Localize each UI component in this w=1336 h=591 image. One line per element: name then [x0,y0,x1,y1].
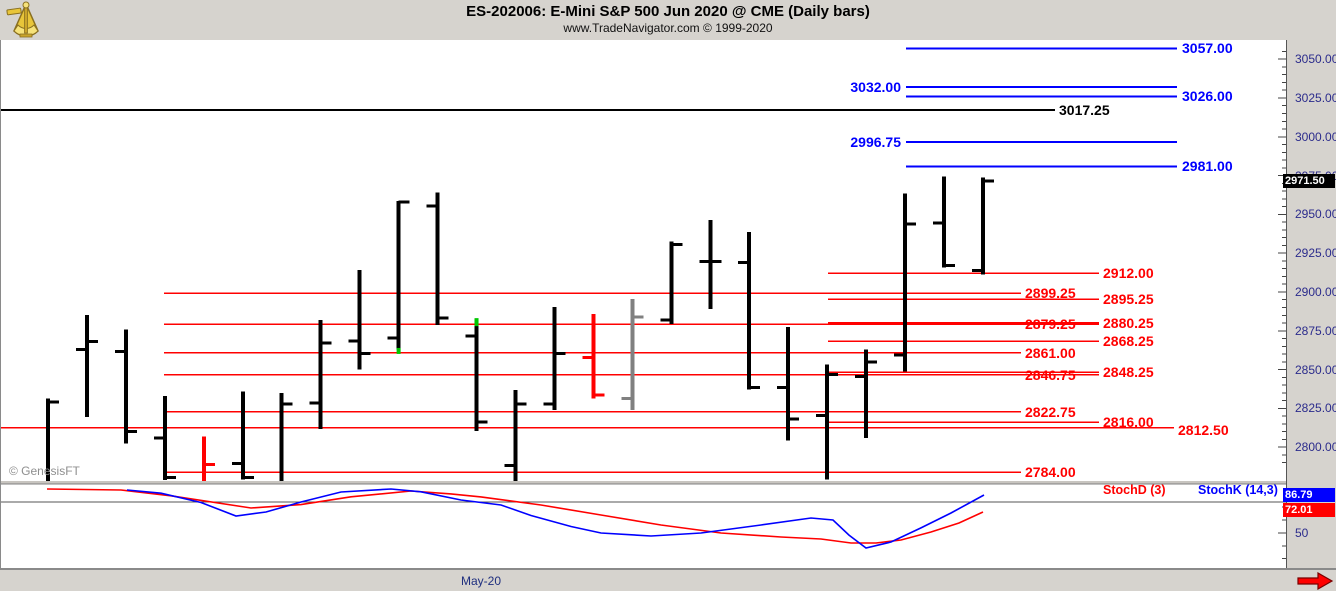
red-level-label: 2822.75 [1025,403,1076,420]
chart-header: ES-202006: E-Mini S&P 500 Jun 2020 @ CME… [0,0,1336,41]
chart-subtitle: www.TradeNavigator.com © 1999-2020 [563,21,773,35]
red-level-label: 2912.00 [1103,265,1154,282]
stochk-value-badge: 86.79 [1283,488,1335,502]
price-axis-label: 2800.00 [1295,440,1336,455]
scroll-right-arrow-button[interactable] [1297,572,1334,590]
stochd-legend-label[interactable]: StochD (3) [1103,483,1166,497]
red-level-label: 2880.25 [1103,314,1154,331]
green-high-mark [474,318,479,327]
price-axis-label: 3025.00 [1295,90,1336,105]
stochk-line [126,488,985,549]
red-level-label: 2861.00 [1025,344,1076,361]
chart-canvas[interactable] [1,40,1286,568]
chart-title: ES-202006: E-Mini S&P 500 Jun 2020 @ CME… [466,3,870,20]
price-axis-label: 2875.00 [1295,323,1336,338]
date-axis[interactable]: May-20 [0,568,1336,591]
red-level-label: 2899.25 [1025,285,1076,302]
price-axis-label: 2825.00 [1295,401,1336,416]
stochk-legend-label[interactable]: StochK (14,3) [1198,483,1278,497]
genesis-watermark: © GenesisFT [9,464,80,478]
red-level-label: 2846.75 [1025,366,1076,383]
red-level-label: 2868.25 [1103,333,1154,350]
red-level-label: 2895.25 [1103,291,1154,308]
red-level-label: 2879.25 [1025,316,1076,333]
blue-level-label: 3032.00 [850,79,901,96]
price-axis-label: 3050.00 [1295,52,1336,67]
price-axis-label: 2850.00 [1295,362,1336,377]
blue-level-label: 2996.75 [850,133,901,150]
price-axis[interactable]: 3050.003025.003000.002975.002950.002925.… [1283,40,1336,568]
panel-divider [1,481,1286,484]
blue-level-label: 3057.00 [1182,40,1233,57]
stoch-50-label: 50 [1295,526,1309,540]
red-level-label: 2784.00 [1025,464,1076,480]
date-label: May-20 [461,574,502,588]
blue-level-label: 2981.00 [1182,158,1233,175]
green-level-mark [396,347,401,354]
black-level-label: 3017.25 [1059,102,1110,118]
sextant-logo-icon [6,1,39,38]
last-price-badge: 2971.50 [1283,174,1335,188]
stochd-value-badge: 72.01 [1283,503,1335,517]
blue-level-label: 3026.00 [1182,88,1233,105]
price-axis-label: 2900.00 [1295,284,1336,299]
price-axis-label: 2950.00 [1295,207,1336,222]
price-axis-label: 3000.00 [1295,129,1336,144]
red-level-label: 2848.25 [1103,364,1154,381]
chart-plot-area[interactable]: 3057.00 3032.00 3026.00 2996.75 2981.00 3017.… [0,40,1286,568]
price-axis-label: 2925.00 [1295,246,1336,261]
stochd-line [46,488,984,544]
red-level-label: 2816.00 [1103,414,1154,431]
red-level-label: 2812.50 [1178,421,1229,438]
